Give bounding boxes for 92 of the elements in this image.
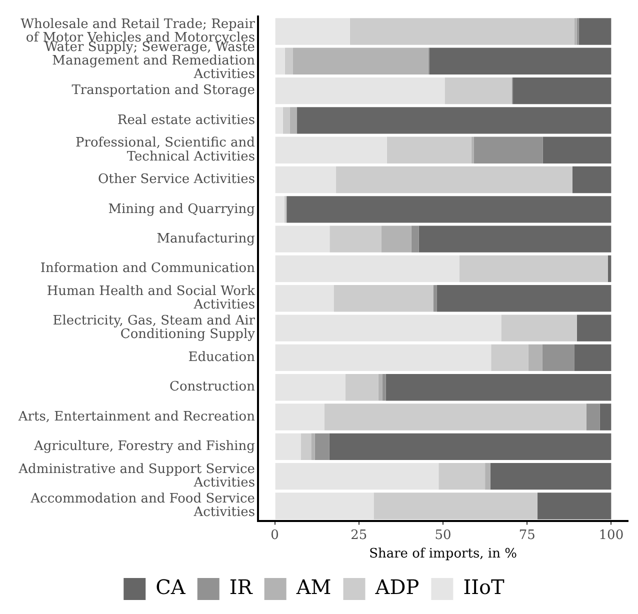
bar: [578, 18, 612, 45]
bar: [275, 492, 374, 520]
y-tick-label: Professional, Scientific and Technical Activities: [76, 136, 255, 164]
bar: [574, 18, 577, 45]
y-tick-label: Electricity, Gas, Steam and Air Conditioning Supply: [52, 314, 256, 342]
bar: [382, 374, 386, 401]
bar: [275, 462, 439, 490]
x-tick-label: 0: [270, 528, 279, 543]
bar: [374, 492, 538, 520]
bar: [572, 166, 612, 194]
bar: [300, 433, 312, 460]
legend-label: AM: [295, 575, 332, 600]
bar: [576, 314, 612, 342]
bar: [284, 196, 287, 223]
x-tick-label: 50: [434, 528, 452, 543]
bar: [436, 285, 612, 312]
y-tick-label: Accommodation and Food Service Activities: [30, 492, 256, 520]
bar: [275, 77, 445, 104]
bar: [474, 136, 543, 164]
bar: [600, 404, 612, 430]
bar: [275, 226, 330, 252]
bar: [275, 255, 460, 282]
bar: [438, 462, 486, 490]
bar: [459, 255, 608, 282]
x-tick-label: 100: [598, 528, 624, 543]
bar: [275, 18, 350, 45]
bar: [286, 196, 612, 223]
y-tick-label: Human Health and Social Work Activities: [46, 284, 256, 313]
y-tick-label: Arts, Entertainment and Recreation: [17, 409, 256, 424]
x-tick-label: 75: [518, 528, 536, 543]
bar: [444, 77, 512, 104]
y-tick-label: Information and Communication: [40, 261, 256, 276]
y-tick-label: Agriculture, Forestry and Fishing: [33, 439, 255, 454]
bar: [381, 226, 412, 252]
bar: [378, 374, 382, 401]
bar: [275, 433, 301, 460]
y-tick-label: Real estate activities: [117, 112, 255, 128]
bar: [275, 196, 284, 223]
bar: [411, 226, 419, 252]
bar: [292, 48, 428, 74]
bar: [330, 226, 382, 252]
bar: [275, 314, 502, 342]
bar: [538, 492, 612, 520]
bar: [311, 433, 315, 460]
bar: [275, 48, 285, 74]
bar: [324, 404, 586, 430]
bar: [542, 136, 612, 164]
bar: [433, 285, 437, 312]
bar: [528, 344, 542, 372]
bar: [386, 136, 472, 164]
bar: [275, 344, 492, 372]
bar: [290, 107, 298, 134]
y-tick-label: Education: [188, 350, 256, 366]
bar: [275, 404, 324, 430]
legend-label: IR: [229, 575, 254, 600]
y-tick-label: Other Service Activities: [98, 172, 255, 188]
legend-label: CA: [156, 575, 186, 600]
bar: [542, 344, 574, 372]
bar: [275, 107, 283, 134]
y-tick-label: Mining and Quarrying: [108, 202, 255, 217]
legend-label: ADP: [374, 575, 420, 600]
legend-label: IIoT: [463, 575, 506, 600]
bar: [418, 226, 612, 252]
bar: [501, 314, 577, 342]
bar: [574, 344, 612, 372]
bar: [350, 18, 574, 45]
bar: [586, 404, 600, 430]
y-tick-label: Construction: [170, 380, 256, 395]
bar: [471, 136, 474, 164]
bar: [429, 48, 612, 74]
bar: [297, 107, 612, 134]
bar: [275, 285, 334, 312]
bar: [336, 166, 572, 194]
bar: [485, 462, 490, 490]
bar: [284, 48, 293, 74]
bar: [314, 433, 330, 460]
bar: [329, 433, 612, 460]
bar: [282, 107, 290, 134]
bar: [491, 344, 528, 372]
bar: [512, 77, 612, 104]
x-tick-label: 25: [350, 528, 368, 543]
bar: [275, 166, 336, 194]
bar: [490, 462, 612, 490]
y-tick-label: Transportation and Storage: [72, 83, 256, 98]
bar: [334, 285, 434, 312]
bar: [386, 374, 612, 401]
bar: [345, 374, 378, 401]
bar: [275, 374, 346, 401]
x-axis-title: Share of imports, in %: [369, 546, 517, 562]
y-tick-label: Manufacturing: [156, 231, 255, 246]
y-tick-label: Administrative and Support Service Activities: [18, 462, 256, 491]
bar: [275, 136, 387, 164]
